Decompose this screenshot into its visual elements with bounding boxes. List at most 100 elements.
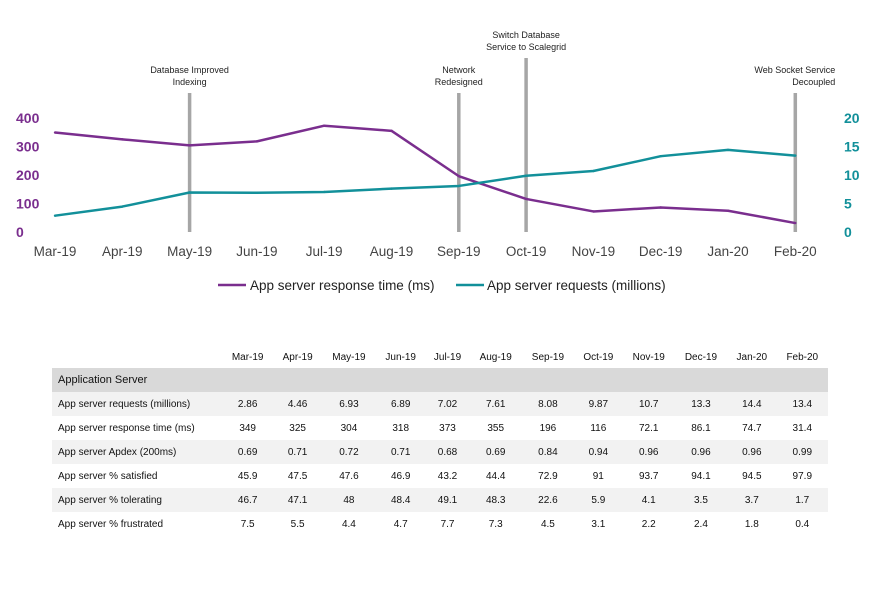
table-cell: 7.02 xyxy=(425,392,470,416)
table-cell: 0.4 xyxy=(795,518,810,530)
x-tick-label: Aug-19 xyxy=(370,244,414,259)
table-cell: 4.1 xyxy=(622,488,675,512)
response-time-line xyxy=(54,124,796,225)
annotation-layer: Database Improved Indexing Network Redesign… xyxy=(150,30,835,232)
event-annotation-label: Web Socket Service xyxy=(754,65,835,75)
table-cell: 44.4 xyxy=(485,470,506,482)
table-cell: 7.7 xyxy=(440,518,455,530)
response-time-point xyxy=(524,197,528,201)
table-cell: 47.6 xyxy=(339,470,359,482)
response-time-point xyxy=(53,131,57,134)
table-cell: 0.72 xyxy=(321,440,376,464)
table-cell: 0.96 xyxy=(674,440,728,464)
response-time-point xyxy=(794,221,797,225)
requests-point xyxy=(592,169,595,173)
x-tick-label: Oct-19 xyxy=(506,244,547,259)
y-left-tick-label: 200 xyxy=(16,167,40,183)
table-column-header: Jan-20 xyxy=(736,351,768,363)
table-cell: 373 xyxy=(439,422,456,434)
requests-line xyxy=(54,148,796,217)
y-right-tick-label: 10 xyxy=(844,167,860,183)
table-column-header: Dec-19 xyxy=(684,351,718,363)
response-time-point xyxy=(592,210,595,213)
table-cell: 7.3 xyxy=(488,518,503,530)
table-header-row: Mar-19 Apr-19 May-19 Jun-19 Jul-19 Aug-19 Sep-… xyxy=(52,346,828,368)
table-cell: 47.1 xyxy=(273,488,322,512)
response-time-point xyxy=(390,129,393,133)
requests-point xyxy=(121,205,124,208)
table-cell: 0.94 xyxy=(574,440,623,464)
table-cell: 325 xyxy=(289,422,306,434)
table-cell: 45.9 xyxy=(237,470,258,482)
x-tick-label: Jun-19 xyxy=(236,244,277,259)
table-cell: 0.69 xyxy=(222,440,274,464)
response-time-point xyxy=(323,124,326,127)
legend-label: App server response time (ms) xyxy=(250,278,435,293)
table-cell: 0.71 xyxy=(273,440,322,464)
requests-point xyxy=(457,184,460,188)
table-cell: 22.6 xyxy=(521,488,575,512)
table-column-header: Feb-20 xyxy=(786,351,819,363)
table-cell: 7.61 xyxy=(469,392,522,416)
requests-point xyxy=(53,214,57,217)
table-column-header: Jun-19 xyxy=(385,351,416,363)
table-cell: 93.7 xyxy=(639,470,659,482)
section-label: Application Server xyxy=(52,368,828,392)
table-cell: 0.84 xyxy=(521,440,575,464)
event-annotation-label: Redesigned xyxy=(435,77,483,87)
table-cell: 6.93 xyxy=(321,392,376,416)
table-cell: 48 xyxy=(321,488,376,512)
x-tick-label: Jul-19 xyxy=(306,244,343,259)
table-cell: 10.7 xyxy=(622,392,675,416)
table-cell: 1.7 xyxy=(776,488,828,512)
table-cell: 349 xyxy=(239,422,256,434)
table-cell: 3.5 xyxy=(674,488,728,512)
requests-point xyxy=(524,174,528,177)
table-cell: 2.2 xyxy=(641,518,656,530)
y-right-tick-label: 5 xyxy=(844,196,852,212)
legend: App server response time (ms) App server … xyxy=(218,278,666,293)
table-column-header: Jul-19 xyxy=(433,351,462,363)
y-right-tick-label: 0 xyxy=(844,224,852,240)
table-cell: 97.9 xyxy=(792,470,813,482)
table-cell: 0.96 xyxy=(622,440,675,464)
requests-point xyxy=(188,191,191,194)
x-tick-label: Apr-19 xyxy=(102,244,143,259)
table-cell: 49.1 xyxy=(425,488,470,512)
event-annotation-label: Indexing xyxy=(173,77,207,87)
table-cell: 94.5 xyxy=(742,470,762,482)
table-cell: 43.2 xyxy=(437,470,458,482)
event-annotation-label: Decoupled xyxy=(792,77,835,87)
table-cell: 8.08 xyxy=(521,392,575,416)
row-label: App server requests (millions) xyxy=(52,392,222,416)
x-tick-label: Sep-19 xyxy=(437,244,481,259)
event-annotation-label: Service to Scalegrid xyxy=(486,42,566,52)
table-column-header: Sep-19 xyxy=(531,351,565,363)
table-column-header: Aug-19 xyxy=(479,351,512,363)
table-cell: 74.7 xyxy=(742,422,762,434)
table-cell: 48.3 xyxy=(469,488,522,512)
table-cell: 31.4 xyxy=(792,422,813,434)
response-time-point xyxy=(121,138,124,141)
series-layer xyxy=(53,124,797,225)
table-cell: 13.4 xyxy=(776,392,828,416)
table-cell: 0.96 xyxy=(727,440,777,464)
y-left-tick-label: 300 xyxy=(16,139,40,155)
table-cell: 48.4 xyxy=(375,488,426,512)
table-cell: 14.4 xyxy=(727,392,777,416)
table-cell: 4.7 xyxy=(393,518,408,530)
legend-label: App server requests (millions) xyxy=(487,278,666,293)
x-tick-label: Jan-20 xyxy=(707,244,748,259)
table-cell: 3.7 xyxy=(727,488,777,512)
requests-point xyxy=(255,191,259,194)
table-cell: 0.68 xyxy=(425,440,470,464)
table-cell: 47.5 xyxy=(287,470,308,482)
x-tick-label: Feb-20 xyxy=(774,244,817,259)
table-row: App server % tolerating 46.7 47.1 48 48.4 49.… xyxy=(52,488,828,512)
x-tick-label: Mar-19 xyxy=(34,244,77,259)
row-label: App server % frustrated xyxy=(58,518,164,530)
table-corner-cell xyxy=(52,346,222,368)
row-label: App server Apdex (200ms) xyxy=(52,440,222,464)
event-annotation-label: Database Improved xyxy=(150,65,229,75)
x-tick-label: Nov-19 xyxy=(572,244,616,259)
